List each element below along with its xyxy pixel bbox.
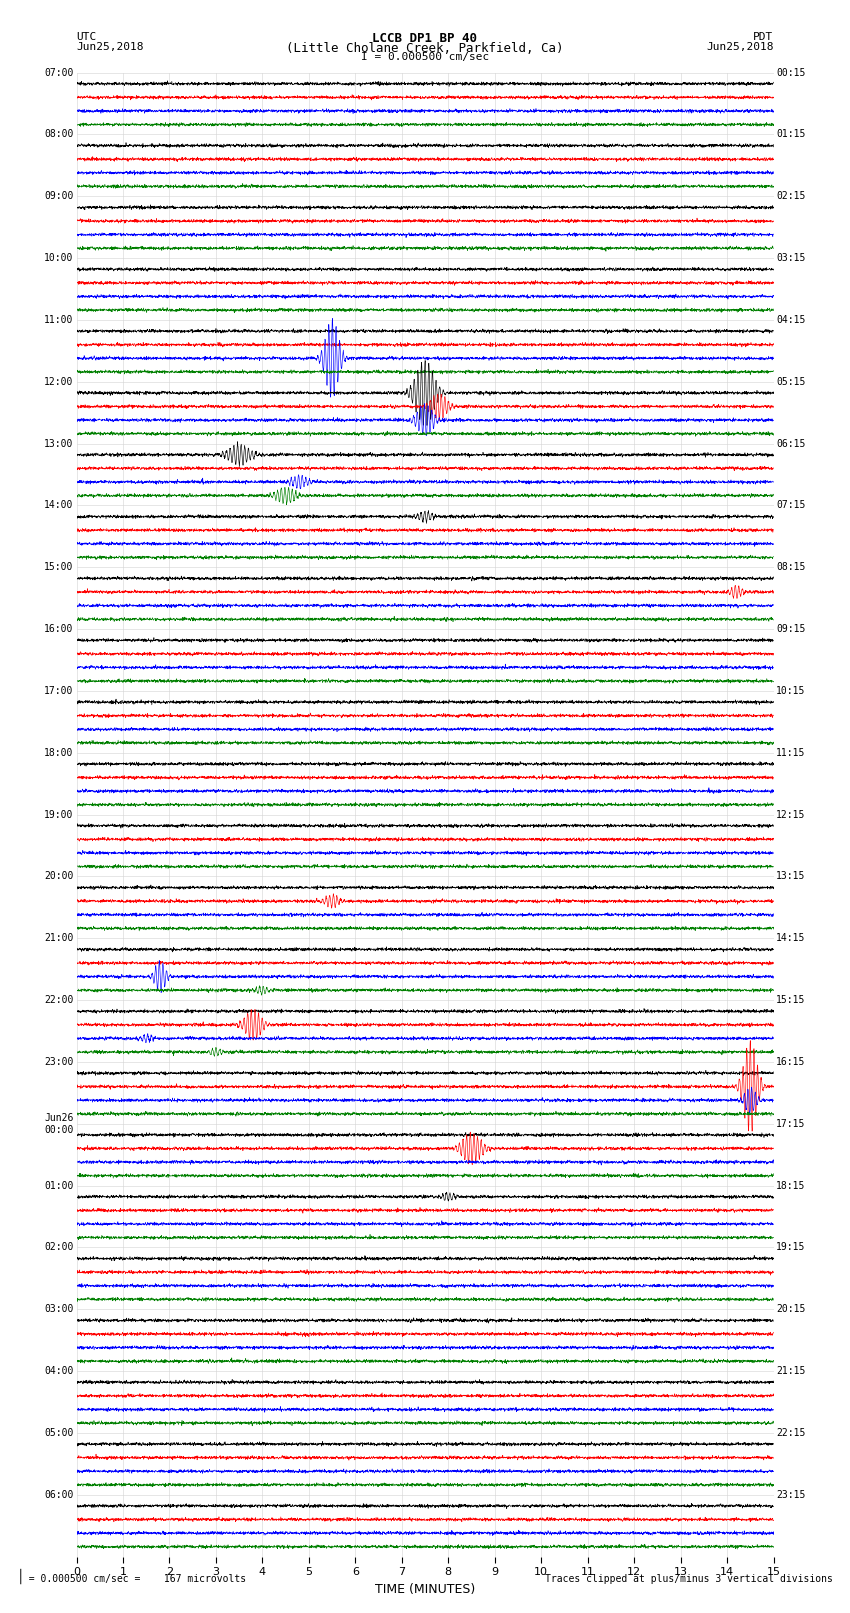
X-axis label: TIME (MINUTES): TIME (MINUTES)	[375, 1582, 475, 1595]
Text: (Little Cholane Creek, Parkfield, Ca): (Little Cholane Creek, Parkfield, Ca)	[286, 42, 564, 55]
Text: Traces clipped at plus/minus 3 vertical divisions: Traces clipped at plus/minus 3 vertical …	[545, 1574, 833, 1584]
Text: UTC: UTC	[76, 32, 97, 42]
Text: LCCB DP1 BP 40: LCCB DP1 BP 40	[372, 32, 478, 45]
Text: Jun25,2018: Jun25,2018	[706, 42, 774, 52]
Text: = 0.000500 cm/sec =    167 microvolts: = 0.000500 cm/sec = 167 microvolts	[17, 1574, 246, 1584]
Text: Jun25,2018: Jun25,2018	[76, 42, 144, 52]
Text: PDT: PDT	[753, 32, 774, 42]
Text: │: │	[17, 1568, 25, 1584]
Text: I = 0.000500 cm/sec: I = 0.000500 cm/sec	[361, 52, 489, 61]
